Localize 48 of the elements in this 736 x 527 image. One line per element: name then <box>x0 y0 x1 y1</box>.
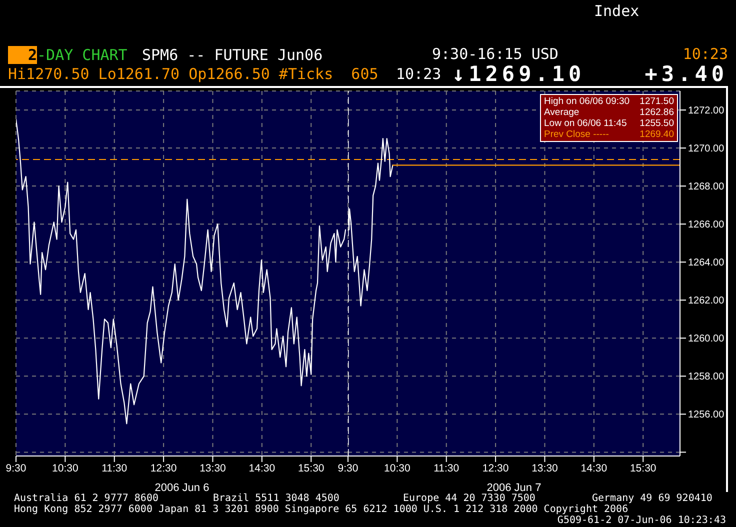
ref-line-label: Prev Close ----- <box>544 129 609 140</box>
x-tick-label: 11:30 <box>102 462 128 474</box>
x-tick-label: 15:30 <box>630 462 656 474</box>
y-tick-label: 1262.00 <box>688 296 725 307</box>
text: 10:23 <box>396 65 442 84</box>
text: ↓1269.10 <box>452 62 586 86</box>
x-tick-label: 9:30 <box>6 462 26 474</box>
x-tick-label: 10:30 <box>52 462 78 474</box>
x-tick-label: 14:30 <box>248 462 276 474</box>
x-tick-label: 10:30 <box>384 462 410 474</box>
annotation: 1262.86 <box>640 107 674 118</box>
x-tick-label: 15:30 <box>298 462 324 474</box>
text: Hi1270.50 Lo1261.70 Op1266.50 #Ticks 605 <box>8 65 378 84</box>
text: +3.40 <box>644 62 728 86</box>
text: 10:23 <box>682 45 728 64</box>
annotation: 1271.50 <box>640 96 674 107</box>
x-tick-label: 13:30 <box>200 462 226 474</box>
text: Hong Kong 852 2977 6000 Japan 81 3 3201 8900 Singapore 65 6212 1000 U.S. 1 212 318 2000 Copyright 2006 <box>14 504 628 516</box>
chart-subtitle: SPM6 -- FUTURE Jun06 <box>142 46 323 64</box>
annotation: Average <box>544 107 580 118</box>
y-tick-label: 1256.00 <box>688 410 725 421</box>
text: Germany 49 69 920410 <box>592 493 712 504</box>
x-tick-label: 12:30 <box>482 462 509 474</box>
x-tick-label: 11:30 <box>434 462 460 474</box>
y-tick-label: 1264.00 <box>688 258 725 269</box>
annotation: High on 06/06 09:30 <box>544 96 630 107</box>
text: 9:30-16:15 USD <box>432 45 558 64</box>
y-tick-label: 1258.00 <box>688 372 725 383</box>
text: G509-61-2 07-Jun-06 10:23:43 <box>557 515 726 526</box>
text: Australia 61 2 9777 8600 <box>14 493 158 504</box>
y-tick-label: 1266.00 <box>688 220 725 231</box>
x-tick-label: 14:30 <box>580 462 608 474</box>
text: Index <box>594 2 640 20</box>
y-tick-label: 1268.00 <box>688 182 725 193</box>
annotation: 1269.40 <box>640 129 674 140</box>
x-axis-title: 2006 Jun 7 <box>486 482 542 494</box>
x-tick-label: 9:30 <box>338 462 358 474</box>
annotation: 1255.50 <box>640 118 674 129</box>
y-tick-label: 1270.00 <box>688 144 725 155</box>
x-tick-label: 13:30 <box>532 462 558 474</box>
x-axis-title: 2006 Jun 6 <box>154 482 210 494</box>
text: Europe 44 20 7330 7500 <box>403 493 536 504</box>
text: Brazil 5511 3048 4500 <box>213 493 340 504</box>
chart-title: 2-DAY CHART <box>27 46 128 64</box>
annotation: Low on 06/06 11:45 <box>544 118 627 129</box>
x-tick-label: 12:30 <box>150 462 177 474</box>
y-tick-label: 1272.00 <box>688 106 725 117</box>
y-tick-label: 1260.00 <box>688 334 725 345</box>
